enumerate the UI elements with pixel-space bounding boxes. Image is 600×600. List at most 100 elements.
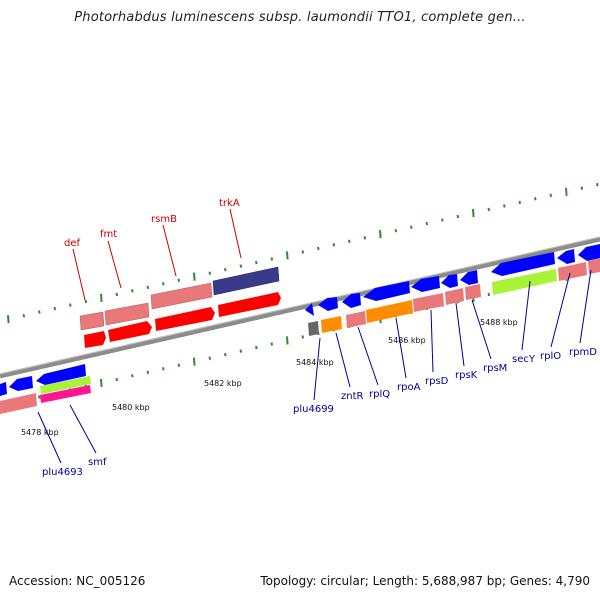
label-fmt: fmt [100,229,117,240]
cds-track-lower-left[interactable] [0,364,91,414]
cds-arrow-4 [218,292,281,317]
tick-mark [596,182,599,187]
tick-mark [177,363,181,367]
tick-mark [177,278,181,282]
tick-mark [270,257,274,261]
cds-pink-6 [588,258,600,274]
tick-mark [162,367,165,371]
tick-5488: 5488 kbp [480,318,518,327]
cds-pink-l1 [0,393,37,414]
tick-mark [208,271,212,275]
tick-mark [115,292,119,297]
tick-5482: 5482 kbp [204,379,242,388]
genome-summary-text: Topology: circular; Length: 5,688,987 bp… [260,574,590,588]
cds-blue-2 [318,297,338,311]
tick-mark [7,315,10,324]
label-rsmB: rsmB [151,214,177,225]
cds-arrow-1 [84,331,106,348]
cds-blue-4 [363,281,410,301]
tick-mark [255,345,258,350]
tick-mark [115,377,119,382]
cds-trkA [212,266,280,296]
tick-5484: 5484 kbp [296,358,334,367]
label-plu4693: plu4693 [42,467,83,478]
cds-blue-8 [491,252,555,276]
tick-mark [549,193,553,197]
label-rplO: rplO [540,351,561,362]
tick-mark [239,349,243,353]
cds-fmt [104,302,150,326]
tick-mark [239,264,243,268]
cds-pink-2 [413,293,444,312]
tick-mark [100,293,103,303]
gene-labels-top: def fmt rsmB trkA [64,198,242,301]
tick-mark [456,214,460,219]
label-rpoA: rpoA [397,382,421,393]
label-zntR: zntR [341,391,364,402]
cds-def [79,311,105,331]
cds-magenta-l [40,385,91,403]
cds-blue-9 [557,249,575,264]
label-plu4699: plu4699 [293,404,334,415]
tick-mark [22,313,26,318]
tick-mark [270,342,274,346]
gene-labels-bottom: plu4693 smf plu4699 zntR rplQ rpoA rpsD … [37,269,597,478]
genome-backbone [0,236,600,379]
tick-mark [394,228,398,233]
cds-blue-1 [305,303,314,316]
tick-mark [410,225,413,229]
tick-mark [131,289,134,293]
cds-blue-10 [578,244,600,261]
cds-pink-1 [346,311,366,328]
tick-5480: 5480 kbp [112,403,150,412]
tick-mark [301,335,305,339]
tick-mark [38,395,41,399]
tick-mark [208,356,212,360]
tick-mark [100,378,103,388]
tick-mark [425,221,429,226]
cds-rsmB [150,282,213,310]
cds-orange-1 [321,316,342,333]
cds-pink-4 [465,284,481,300]
tick-mark [53,306,57,311]
tick-mark [286,251,289,260]
cds-pink-5 [558,262,587,281]
tick-mark [518,200,522,205]
cds-arrow-3 [155,307,215,331]
cds-arrow-2 [108,321,152,342]
cds-grey [308,321,319,336]
tick-mark [84,299,88,304]
tick-mark [534,197,537,201]
cds-blue-3 [342,293,361,308]
label-rpsD: rpsD [425,376,449,387]
tick-mark [224,267,227,272]
label-smf: smf [88,457,107,468]
tick-mark [487,292,491,297]
label-rpsK: rpsK [455,370,478,381]
cds-lime-l [40,376,91,394]
cds-track-lower[interactable] [305,244,600,336]
cds-blue-l2 [9,376,33,391]
label-rpmD: rpmD [569,347,597,358]
tick-mark [441,218,444,222]
tick-mark [193,357,196,366]
tick-mark [317,246,320,251]
cds-blue-6 [441,274,458,288]
cds-orange-2 [366,300,413,323]
cds-blue-7 [460,270,478,285]
tick-mark [286,336,289,345]
cds-pink-3 [445,288,464,305]
tick-mark [69,303,72,307]
label-secY: secY [512,354,536,365]
tick-mark [131,374,134,378]
cds-track-upper[interactable] [79,266,281,348]
tick-mark [332,243,336,247]
map-title: Photorhabdus luminescens subsp. laumondi… [74,10,526,25]
tick-labels: 5478 kbp 5480 kbp 5482 kbp 5484 kbp 5486… [21,318,518,437]
cds-blue-l1 [0,382,7,396]
tick-mark [224,352,227,357]
tick-mark [146,285,150,290]
label-rpsM: rpsM [483,363,507,374]
tick-mark [348,239,351,244]
